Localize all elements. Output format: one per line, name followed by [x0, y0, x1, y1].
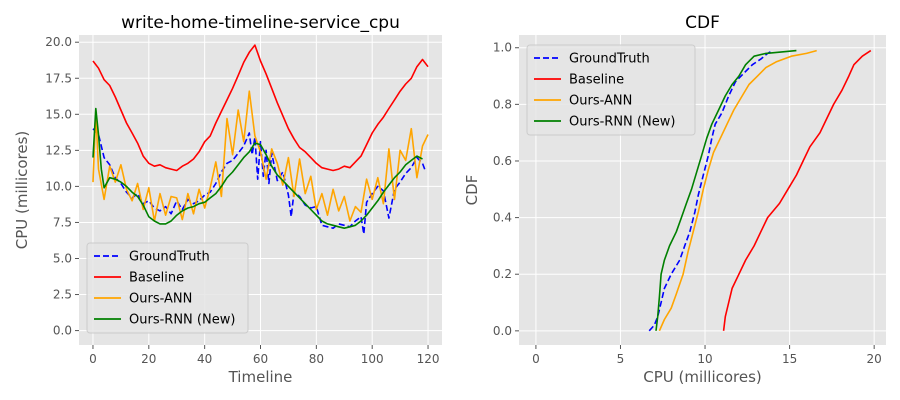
- series-line-ours-ann: [658, 49, 817, 332]
- chart-1: 0 20 40 60 80 100 120 0.0 2.5 5.0 7.5 10.0 12.5 15.0 1…: [13, 13, 442, 386]
- x-tick-label: 10: [697, 352, 712, 366]
- series-line-groundtruth: [92, 128, 426, 235]
- y-tick-label: 0.4: [493, 211, 512, 225]
- y-tick-label: 17.5: [45, 71, 72, 85]
- legend-box: [526, 44, 696, 136]
- legend-label: Baseline: [569, 73, 624, 88]
- series-line-baseline: [92, 44, 429, 172]
- x-tick-label: 15: [782, 352, 797, 366]
- x-tick-label: 0: [532, 352, 540, 366]
- legend-label: Ours-ANN: [129, 292, 192, 307]
- chart-2: 0 5 10 15 20 0.0 0.2 0.4 0.6 0.8 1.0 CDF CPU (millic…: [463, 13, 886, 386]
- x-axis-label: CPU (millicores): [643, 368, 762, 386]
- x-axis-label: Timeline: [228, 368, 293, 386]
- y-tick-label: 0.6: [493, 154, 512, 168]
- legend-label: Ours-RNN (New): [129, 313, 235, 328]
- legend-box: [86, 242, 249, 334]
- x-tick-label: 120: [417, 352, 440, 366]
- y-tick-label: 0.2: [493, 267, 512, 281]
- y-tick-label: 0.8: [493, 97, 512, 111]
- x-tick-label: 0: [89, 352, 97, 366]
- legend-label: Ours-ANN: [569, 94, 632, 109]
- y-axis-label: CPU (millicores): [13, 131, 31, 250]
- legend-label: GroundTruth: [569, 52, 650, 67]
- legend: GroundTruth Baseline Ours-ANN Ours-RNN (New…: [86, 242, 249, 334]
- chart-title: CDF: [685, 13, 720, 33]
- series-line-baseline: [722, 49, 872, 331]
- y-tick-label: 15.0: [45, 107, 72, 121]
- y-tick-label: 0.0: [53, 324, 72, 338]
- y-tick-label: 1.0: [493, 41, 512, 55]
- legend-label: GroundTruth: [129, 250, 210, 265]
- legend: GroundTruth Baseline Ours-ANN Ours-RNN (New…: [526, 44, 696, 136]
- x-tick-label: 40: [197, 352, 212, 366]
- y-tick-label: 2.5: [53, 288, 72, 302]
- x-tick-label: 80: [309, 352, 324, 366]
- x-tick-label: 5: [617, 352, 625, 366]
- y-axis-label: CDF: [463, 175, 481, 206]
- x-tick-label: 20: [141, 352, 156, 366]
- y-tick-label: 20.0: [45, 35, 72, 49]
- y-tick-label: 12.5: [45, 143, 72, 157]
- y-tick-label: 5.0: [53, 251, 72, 265]
- y-tick-label: 10.0: [45, 179, 72, 193]
- series-line-ours-rnn-new: [92, 107, 423, 229]
- legend-label: Baseline: [129, 271, 184, 286]
- chart-title: write-home-timeline-service_cpu: [121, 13, 400, 33]
- x-tick-label: 60: [253, 352, 268, 366]
- series-line-groundtruth: [648, 49, 774, 332]
- series-line-ours-rnn-new: [655, 49, 797, 331]
- y-tick-label: 0.0: [493, 324, 512, 338]
- legend-label: Ours-RNN (New): [569, 115, 675, 130]
- y-tick-label: 7.5: [53, 215, 72, 229]
- x-tick-label: 20: [867, 352, 882, 366]
- x-tick-label: 100: [361, 352, 384, 366]
